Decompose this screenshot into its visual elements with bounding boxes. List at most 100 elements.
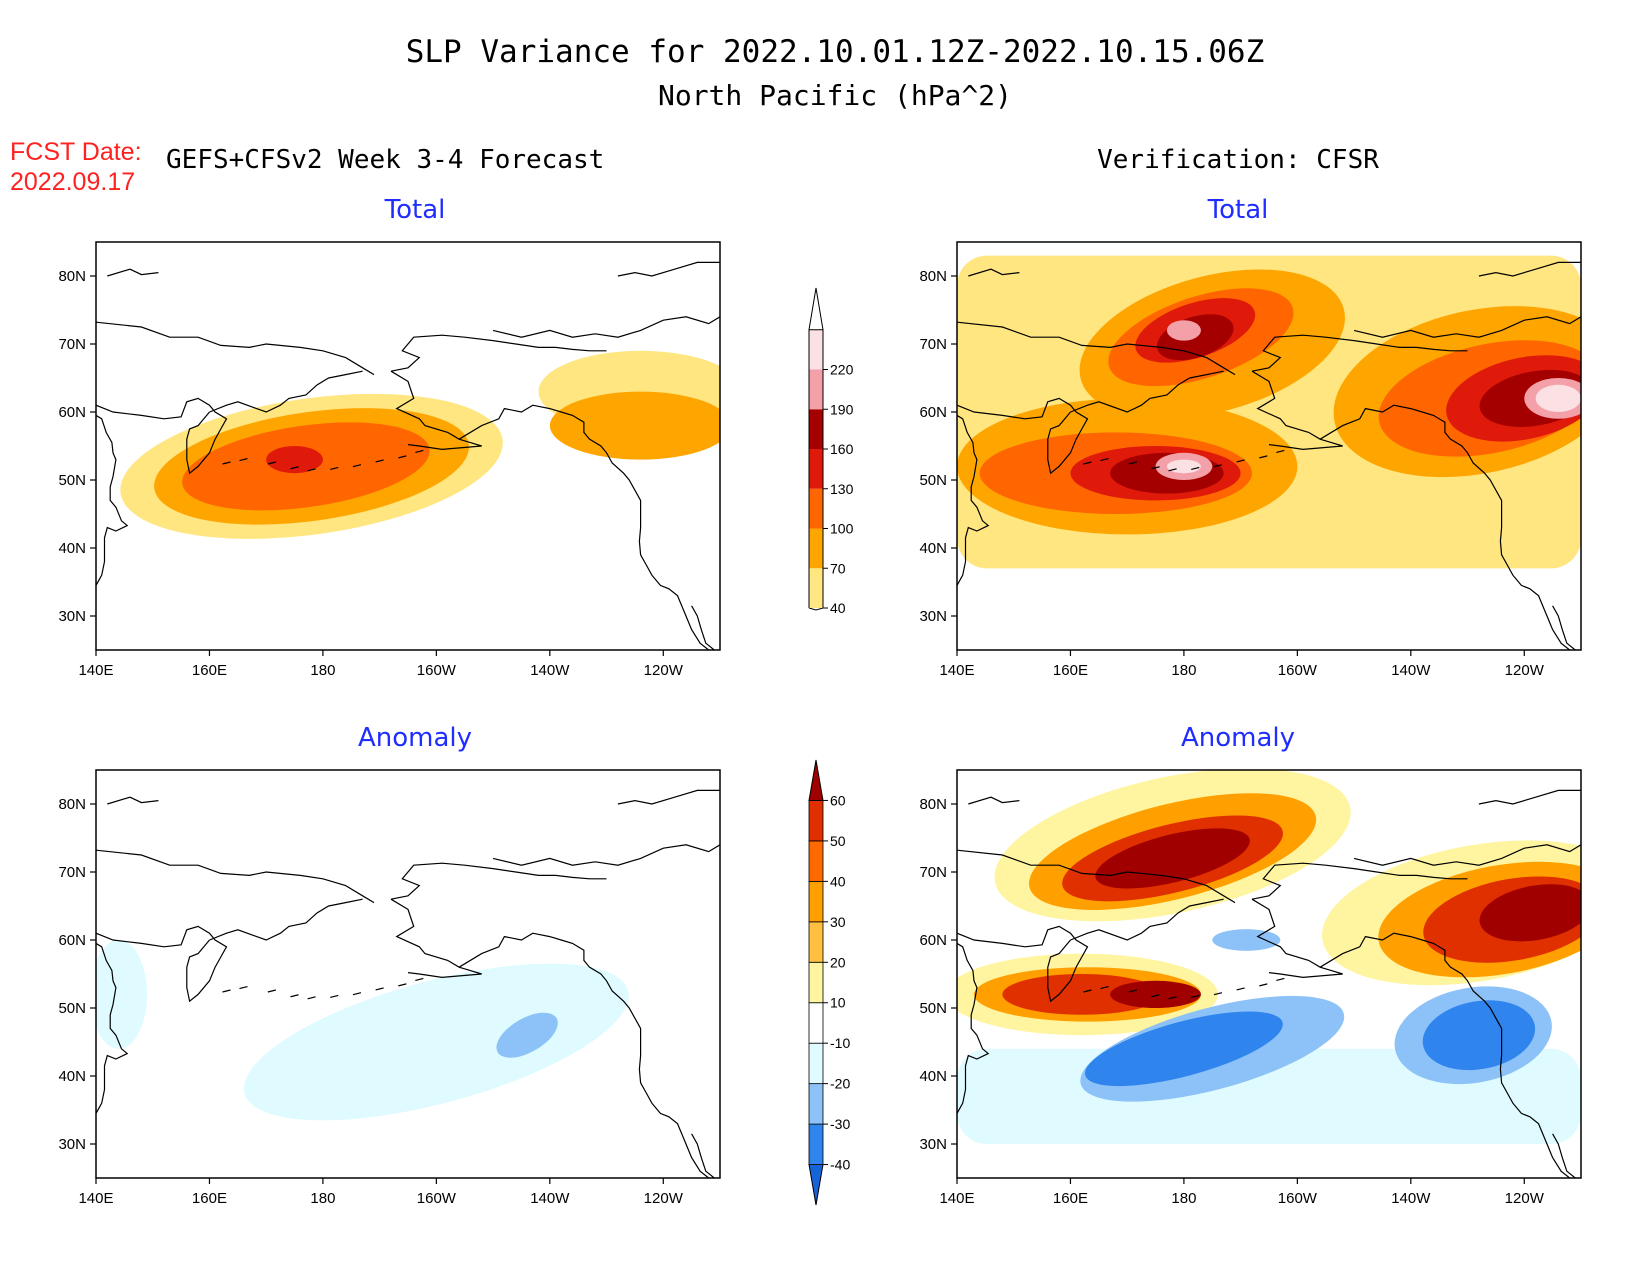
aleutian-island: [222, 989, 231, 993]
coastline: [617, 789, 720, 805]
aleutian-island: [1191, 466, 1200, 471]
panel-title-fcst-total: Total: [384, 195, 446, 225]
colorbar-total-swatch: [809, 528, 823, 569]
colorbar-total-swatch: [809, 369, 823, 410]
map-panel-fcst-anomaly: 140E 160E 180 160W 140W 120W 80N 70N 60N 50N 40N 30…: [58, 769, 721, 1207]
coastline: [107, 268, 159, 277]
lon-tick-label: 140W: [1391, 1190, 1431, 1207]
colorbar-total-lower-cap: [808, 607, 824, 611]
lat-tick-label: 80N: [58, 268, 86, 285]
lat-tick-label: 60N: [58, 932, 86, 949]
colorbar-total-swatch: [809, 329, 823, 370]
lat-tick-label: 50N: [919, 472, 947, 489]
coastline: [1319, 932, 1571, 1178]
lat-tick-label: 70N: [58, 864, 86, 881]
lon-tick-label: 140E: [939, 1190, 974, 1207]
map-frame: [956, 241, 1582, 651]
colorbar-anomaly-label: -10: [830, 1035, 850, 1051]
aleutian-island: [290, 466, 299, 470]
lat-tick-label: 60N: [919, 404, 947, 421]
colorbar-anomaly-label: 30: [830, 914, 846, 930]
contour-level-minus30: [1085, 1011, 1283, 1087]
colorbar-total-swatch: [809, 409, 823, 449]
aleutian-island: [1276, 977, 1285, 982]
colorbar-anomaly-lower-cap: [808, 1164, 824, 1206]
aleutian-island: [1128, 461, 1138, 465]
coastline: [617, 261, 720, 277]
aleutian-island: [1259, 455, 1268, 459]
fcst-date-value: 2022.09.17: [10, 168, 135, 196]
lon-tick-label: 180: [310, 662, 335, 679]
colorbar-anomaly-swatch: [808, 1002, 824, 1044]
colorbar-anomaly-label: -20: [830, 1076, 850, 1092]
aleutian-island: [239, 458, 248, 462]
map-frame: [95, 241, 721, 651]
coastline: [458, 932, 710, 1178]
lon-tick-label: 180: [1171, 662, 1196, 679]
aleutian-island: [307, 468, 316, 472]
lon-tick-label: 160W: [1278, 662, 1318, 679]
contour-level-60: [1479, 884, 1581, 942]
aleutian-island: [1259, 983, 1268, 987]
coastline: [957, 414, 990, 586]
coastline: [1319, 404, 1571, 650]
contour-level-220: [1535, 384, 1581, 412]
lon-tick-label: 140W: [530, 662, 570, 679]
contour-level-50: [1002, 974, 1162, 1015]
lat-tick-label: 60N: [919, 932, 947, 949]
colorbar-anomaly-swatch: [808, 880, 824, 923]
lon-tick-label: 140E: [78, 1190, 113, 1207]
colorbar-anomaly-label: 20: [830, 954, 846, 970]
contour-level-130: [266, 446, 323, 474]
aleutian-island: [352, 992, 362, 996]
aleutian-island: [239, 986, 248, 990]
coastline: [96, 925, 228, 1003]
coastline: [1552, 605, 1576, 650]
colorbar-total-label: 70: [830, 560, 846, 576]
aleutian-island: [1151, 994, 1160, 998]
lon-tick-label: 160W: [417, 1190, 457, 1207]
colorbar-anomaly-label: 50: [830, 833, 846, 849]
lon-tick-label: 160W: [1278, 1190, 1318, 1207]
aleutian-island: [1083, 989, 1092, 993]
lon-tick-label: 160E: [192, 1190, 227, 1207]
aleutian-island: [290, 994, 299, 998]
contour-level-60: [1110, 980, 1201, 1009]
coastline: [968, 268, 1020, 277]
colorbar-anomaly-swatch: [808, 961, 824, 1004]
coastline: [96, 942, 129, 1114]
coastline: [957, 397, 1089, 475]
aleutian-island: [415, 449, 424, 454]
colorbar-total-upper-cap: [808, 287, 824, 331]
coastline: [458, 404, 710, 650]
lat-tick-label: 40N: [58, 540, 86, 557]
lat-tick-label: 70N: [919, 336, 947, 353]
aleutian-island: [330, 994, 339, 999]
map-frame: [95, 769, 721, 1179]
lon-tick-label: 180: [1171, 1190, 1196, 1207]
aleutian-island: [1128, 989, 1138, 993]
coastline: [492, 844, 720, 866]
forecast-heading: GEFS+CFSv2 Week 3-4 Forecast: [166, 145, 604, 175]
coastline: [390, 898, 482, 979]
lat-tick-label: 50N: [58, 1000, 86, 1017]
aleutian-island: [1213, 992, 1223, 996]
lat-tick-label: 40N: [58, 1068, 86, 1085]
coastline: [957, 321, 1236, 376]
map-frame: [956, 769, 1582, 1179]
coastline: [968, 796, 1020, 805]
aleutian-island: [1276, 449, 1285, 454]
coastline: [1478, 261, 1581, 277]
aleutian-island: [1151, 466, 1160, 470]
aleutian-island: [222, 461, 231, 465]
lat-tick-label: 30N: [919, 608, 947, 625]
coastline: [1070, 370, 1224, 413]
lon-tick-label: 140W: [530, 1190, 570, 1207]
lon-tick-label: 160E: [1053, 1190, 1088, 1207]
lat-tick-label: 50N: [58, 472, 86, 489]
contour-level-minus30: [1422, 1000, 1536, 1071]
coastline: [1251, 862, 1468, 900]
map-background: [96, 770, 720, 1178]
lat-tick-label: 70N: [919, 864, 947, 881]
colorbar-anomaly-swatch: [808, 1123, 824, 1165]
